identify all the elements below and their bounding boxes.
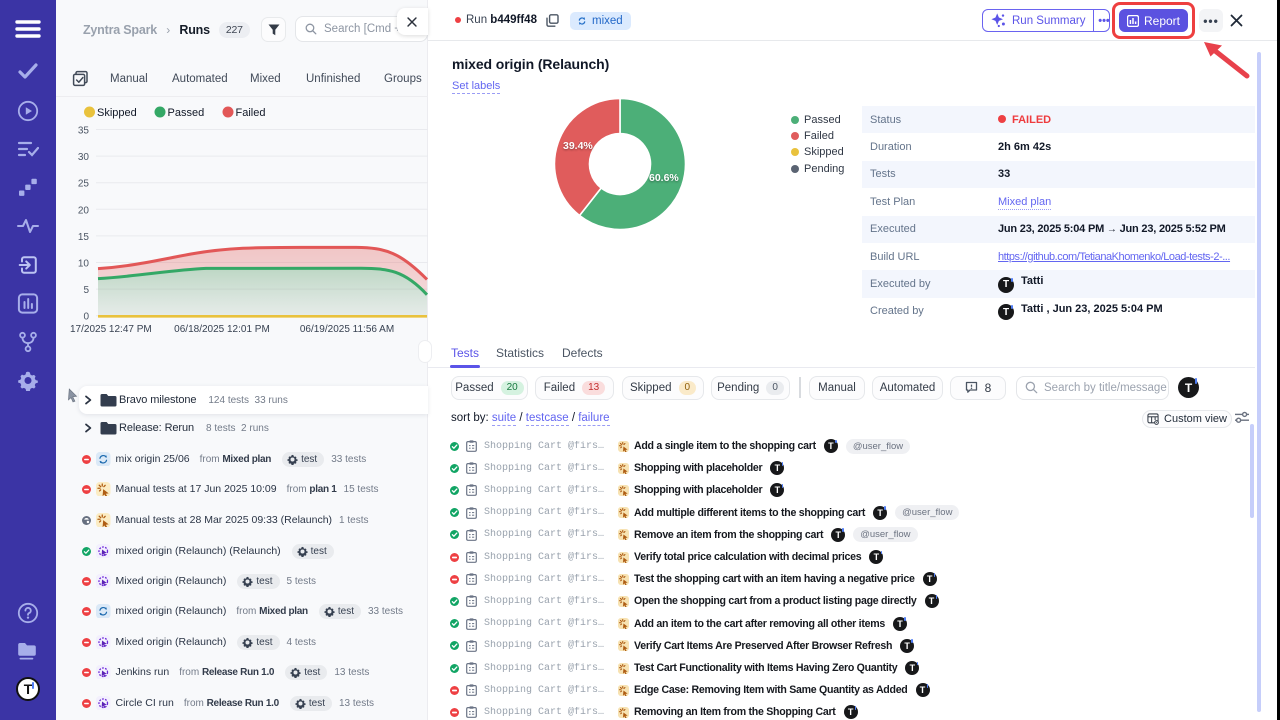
svg-text:10: 10 (78, 259, 90, 270)
svg-text:06/18/2025 12:01 PM: 06/18/2025 12:01 PM (174, 324, 270, 335)
svg-text:0: 0 (83, 312, 89, 323)
svg-text:60.6%: 60.6% (649, 172, 679, 184)
svg-text:5: 5 (83, 285, 89, 296)
svg-text:Failed: Failed (236, 107, 266, 119)
svg-text:17/2025 12:47 PM: 17/2025 12:47 PM (70, 324, 152, 335)
svg-text:35: 35 (78, 126, 90, 137)
svg-text:25: 25 (78, 179, 90, 190)
svg-text:39.4%: 39.4% (563, 140, 593, 152)
svg-text:Passed: Passed (168, 107, 205, 119)
svg-text:Skipped: Skipped (97, 107, 137, 119)
svg-text:06/19/2025 11:56 AM: 06/19/2025 11:56 AM (300, 324, 394, 335)
svg-text:30: 30 (78, 152, 90, 163)
svg-text:15: 15 (78, 232, 90, 243)
svg-text:20: 20 (78, 205, 90, 216)
